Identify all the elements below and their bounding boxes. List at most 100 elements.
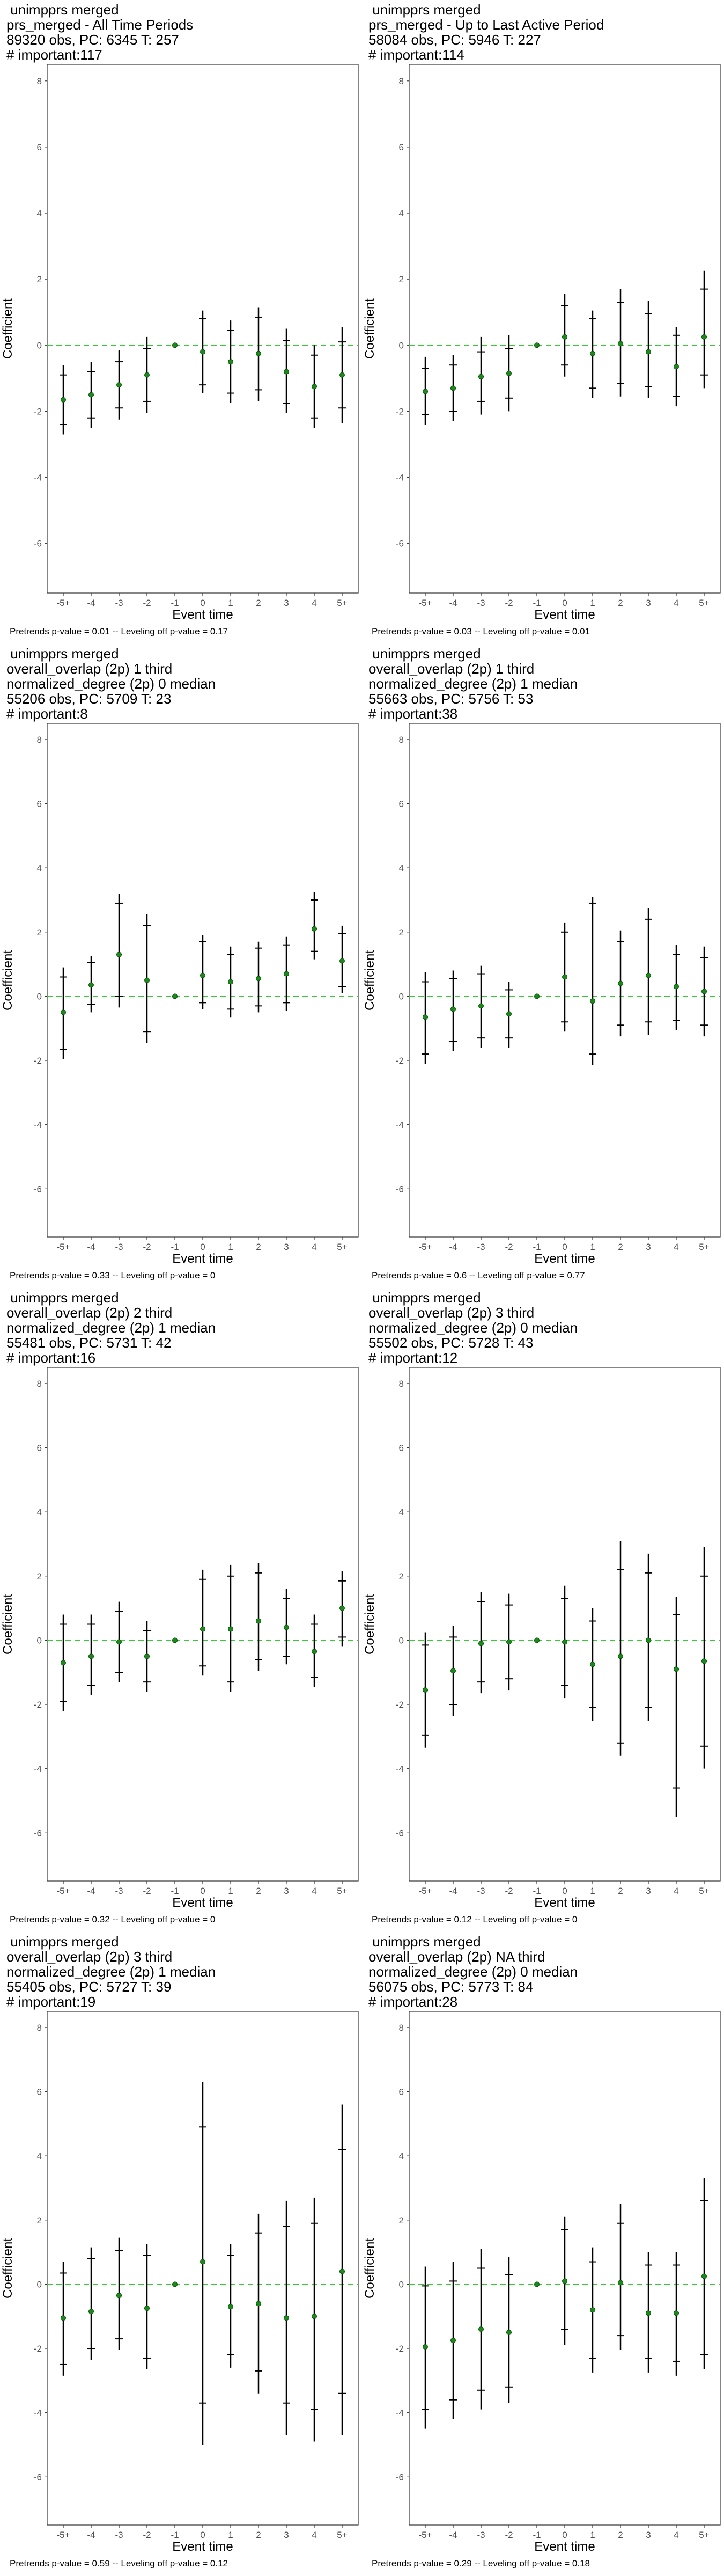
chart-panel: unimpprs merged overall_overlap (2p) 3 th…	[362, 1288, 724, 1932]
x-tick-label: -1	[171, 1242, 179, 1252]
y-tick-label: -2	[34, 2344, 42, 2354]
coefficient-point	[674, 984, 679, 990]
y-tick-label: 8	[399, 2023, 404, 2033]
y-tick-label: 2	[37, 274, 42, 284]
coefficient-point	[200, 2259, 205, 2265]
x-tick-label: -4	[449, 1886, 457, 1896]
chart-title-line: overall_overlap (2p) 1 third	[368, 661, 535, 677]
y-tick-label: 2	[399, 2215, 404, 2226]
x-tick-label: 3	[646, 2530, 651, 2540]
chart-title-line: # important:12	[368, 1350, 458, 1366]
x-tick-label: 5+	[699, 598, 709, 608]
y-tick-label: -4	[396, 1120, 404, 1130]
coefficient-point	[506, 1011, 512, 1017]
y-axis-title: Coefficient	[363, 298, 377, 359]
p-value-footnote: Pretrends p-value = 0.01 -- Leveling off…	[10, 626, 228, 636]
y-tick-label: -4	[34, 1764, 42, 1774]
coefficient-point	[61, 397, 66, 402]
chart-title: unimpprs merged prs_merged - Up to Last A…	[368, 2, 604, 62]
y-tick-label: -6	[34, 2472, 42, 2482]
x-axis-title: Event time	[534, 2540, 595, 2554]
y-tick-label: -2	[396, 406, 404, 416]
y-tick-label: 8	[399, 1379, 404, 1389]
chart-title-line: # important:114	[368, 47, 464, 63]
chart-title-line: overall_overlap (2p) NA third	[368, 1949, 545, 1965]
x-tick-label: 3	[646, 598, 651, 608]
coefficient-point	[646, 1637, 651, 1643]
coefficient-point	[701, 334, 707, 340]
y-tick-label: -6	[34, 1828, 42, 1838]
coefficient-point	[478, 1641, 484, 1646]
coefficient-point	[256, 976, 261, 982]
x-tick-label: -4	[87, 598, 95, 608]
coefficient-point	[200, 972, 205, 978]
chart-title-line: normalized_degree (2p) 0 median	[368, 1964, 578, 1980]
chart-title-line: 89320 obs, PC: 6345 T: 257	[6, 32, 179, 48]
coefficient-point	[674, 2310, 679, 2316]
coefficient-point	[562, 2278, 567, 2284]
coefficient-point	[228, 979, 233, 985]
y-tick-label: 2	[399, 927, 404, 938]
x-tick-label: -5+	[418, 2530, 432, 2540]
x-tick-label: -4	[449, 1242, 457, 1252]
x-tick-label: 0	[200, 598, 205, 608]
coefficient-point	[478, 374, 484, 379]
x-tick-label: -4	[449, 598, 457, 608]
coefficient-point	[339, 372, 345, 378]
x-tick-label: -4	[449, 2530, 457, 2540]
y-tick-label: -4	[34, 1120, 42, 1130]
x-tick-label: -1	[171, 2530, 179, 2540]
coefficient-point	[450, 2338, 456, 2344]
x-tick-label: 1	[590, 1886, 595, 1896]
x-axis-title: Event time	[172, 1252, 233, 1266]
coefficient-point	[228, 2304, 233, 2310]
coefficient-point	[339, 2268, 345, 2274]
coefficient-point	[534, 993, 540, 999]
y-axis-title: Coefficient	[1, 1594, 15, 1655]
x-tick-label: -3	[477, 598, 485, 608]
y-tick-label: 6	[37, 2087, 42, 2097]
y-tick-label: 4	[37, 2151, 42, 2161]
coefficient-point	[646, 349, 651, 355]
chart-title: unimpprs merged overall_overlap (2p) 3 th…	[6, 1934, 216, 2009]
coefficient-point	[88, 982, 94, 988]
coefficient-point	[200, 1626, 205, 1632]
coefficient-point	[674, 1666, 679, 1672]
chart-title: unimpprs merged overall_overlap (2p) 2 th…	[6, 1290, 216, 1365]
coefficient-point	[88, 392, 94, 398]
coefficient-point	[144, 372, 150, 378]
y-tick-label: -6	[396, 2472, 404, 2482]
x-tick-label: -3	[115, 598, 123, 608]
x-tick-label: 2	[256, 1242, 261, 1252]
x-tick-label: 3	[284, 598, 289, 608]
y-axis-title: Coefficient	[363, 950, 377, 1011]
x-tick-label: 2	[618, 598, 623, 608]
y-tick-label: 2	[399, 1571, 404, 1582]
coefficient-point	[88, 2309, 94, 2315]
x-tick-label: 2	[256, 1886, 261, 1896]
x-tick-label: 1	[590, 598, 595, 608]
x-tick-label: 2	[256, 598, 261, 608]
coefficient-point	[646, 2310, 651, 2316]
chart-panel: unimpprs merged overall_overlap (2p) 1 th…	[0, 644, 362, 1288]
chart-panel: unimpprs merged overall_overlap (2p) NA t…	[362, 1932, 724, 2576]
x-tick-label: -2	[143, 1242, 151, 1252]
chart-title-line: overall_overlap (2p) 2 third	[6, 1305, 173, 1321]
x-tick-label: 5+	[337, 1242, 347, 1252]
chart-title: unimpprs merged overall_overlap (2p) NA t…	[368, 1934, 578, 2009]
coefficient-point	[646, 972, 651, 978]
coefficient-point	[423, 2344, 428, 2350]
coefficient-point	[312, 384, 317, 390]
x-axis-title: Event time	[172, 2540, 233, 2554]
chart-title-line: unimpprs merged	[368, 1290, 481, 1306]
x-tick-label: 1	[228, 598, 233, 608]
x-tick-label: 4	[312, 2530, 316, 2540]
y-tick-label: -6	[396, 539, 404, 549]
coefficient-point	[172, 1637, 178, 1643]
x-tick-label: 5+	[699, 1242, 709, 1252]
y-tick-label: 8	[399, 76, 404, 86]
y-tick-label: 4	[399, 2151, 404, 2161]
x-tick-label: 0	[200, 1886, 205, 1896]
y-tick-label: 0	[399, 2279, 404, 2289]
chart-title-line: unimpprs merged	[6, 1934, 119, 1950]
